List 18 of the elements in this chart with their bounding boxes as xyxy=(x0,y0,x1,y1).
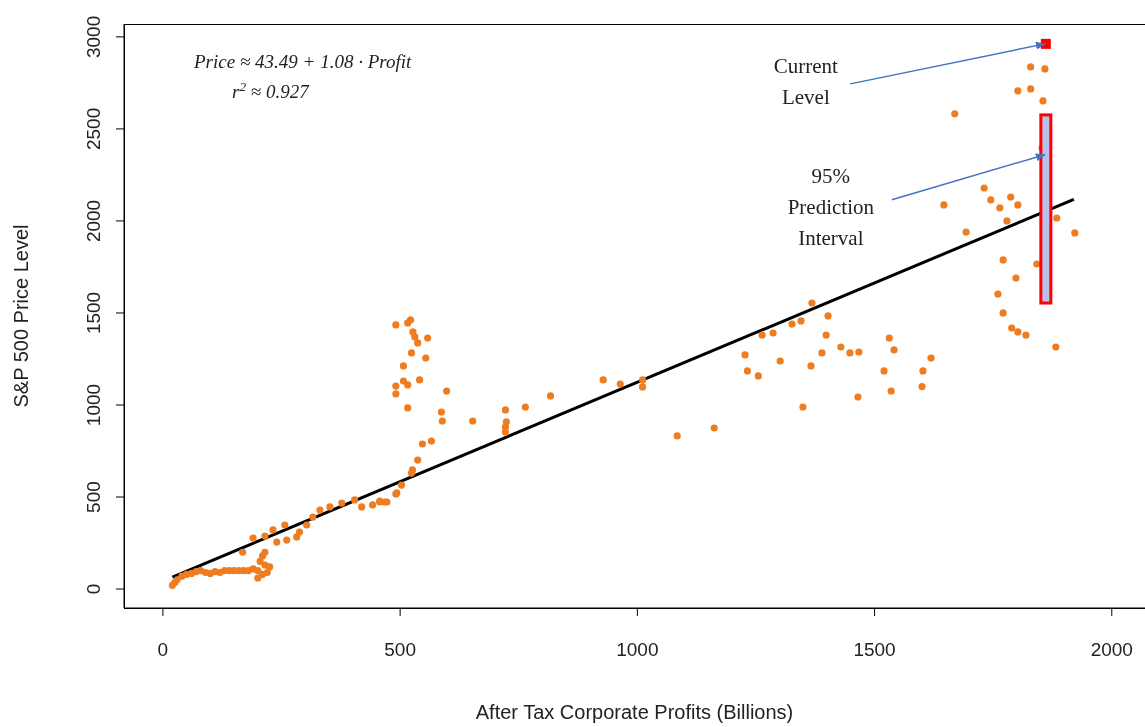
x-tick-label: 2000 xyxy=(1090,639,1133,660)
x-tick-label: 1500 xyxy=(853,639,896,660)
annotation: Current Level xyxy=(773,54,839,110)
x-tick-label: 0 xyxy=(157,639,169,660)
y-tick-label: 2000 xyxy=(83,199,104,243)
x-axis-title: After Tax Corporate Profits (Billions) xyxy=(475,701,794,723)
y-tick-label: 3000 xyxy=(83,15,104,59)
x-tick-label: 1000 xyxy=(616,639,659,660)
y-tick-label: 500 xyxy=(83,481,104,513)
y-tick-label: 1500 xyxy=(83,291,104,335)
y-tick-label: 0 xyxy=(83,583,104,595)
y-tick-label: 1000 xyxy=(83,383,104,427)
x-tick-label: 500 xyxy=(384,639,416,660)
annotation: Price ≈ 43.49 + 1.08 · Profit xyxy=(193,51,412,72)
annotation: 95% Prediction Interval xyxy=(787,164,875,251)
y-axis-title: S&P 500 Price Level xyxy=(10,224,32,408)
y-tick-label: 2500 xyxy=(83,107,104,151)
annotation: r$^{2}$ ≈ 0.927 xyxy=(232,78,311,102)
